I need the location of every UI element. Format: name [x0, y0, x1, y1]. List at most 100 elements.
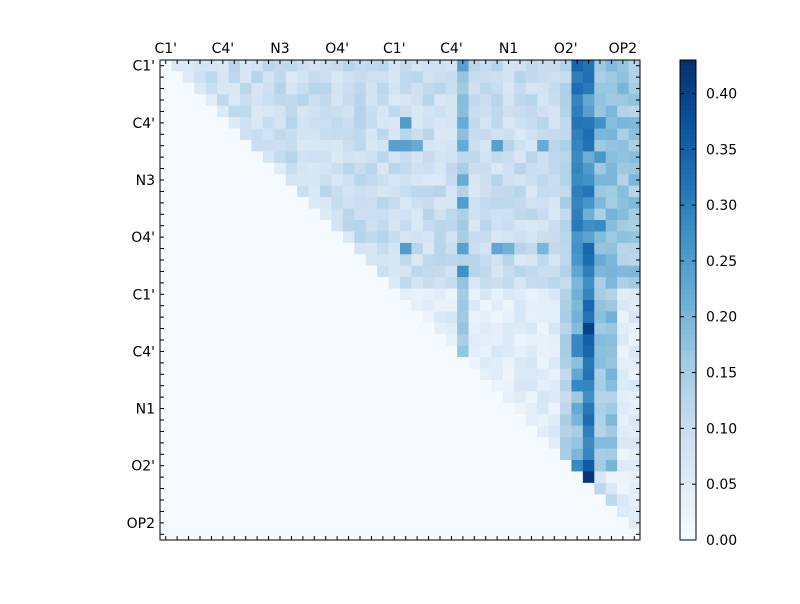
heatmap-cell	[582, 471, 595, 484]
heatmap-cell	[388, 162, 401, 175]
colorbar-gradient-step	[680, 515, 696, 521]
heatmap-cell	[560, 448, 572, 461]
heatmap-cell	[331, 82, 344, 95]
heatmap-cell	[514, 140, 527, 152]
heatmap-cell	[331, 414, 344, 427]
heatmap-cell	[285, 380, 298, 392]
heatmap-cell	[445, 197, 458, 209]
heatmap-cell	[320, 94, 332, 107]
heatmap-cell	[480, 345, 492, 358]
heatmap-cell	[160, 231, 172, 244]
heatmap-cell	[571, 300, 584, 312]
heatmap-cell	[171, 380, 184, 392]
heatmap-cell	[434, 528, 447, 541]
x-tick-label: C1'	[383, 41, 406, 57]
heatmap-cell	[502, 345, 515, 358]
heatmap-cell	[274, 391, 287, 404]
heatmap-cell	[445, 494, 458, 507]
heatmap-cell	[262, 471, 275, 484]
heatmap-cell	[525, 208, 538, 221]
heatmap-cell	[525, 82, 538, 95]
heatmap-cell	[571, 311, 584, 324]
heatmap-cell	[628, 482, 641, 495]
heatmap-cell	[491, 345, 504, 358]
heatmap-cell	[525, 402, 538, 415]
heatmap-cell	[262, 231, 275, 244]
heatmap-cell	[285, 528, 298, 541]
heatmap-cell	[171, 162, 184, 175]
heatmap-cell	[457, 71, 469, 84]
heatmap-cell	[342, 334, 355, 347]
heatmap-cell	[285, 105, 298, 118]
heatmap-cell	[571, 185, 584, 198]
heatmap-cell	[331, 265, 344, 278]
heatmap-cell	[537, 185, 549, 198]
heatmap-cell	[194, 105, 207, 118]
heatmap-cell	[194, 368, 207, 381]
heatmap-cell	[525, 517, 538, 529]
heatmap-cell	[217, 414, 229, 427]
heatmap-cell	[628, 517, 641, 529]
heatmap-cell	[628, 528, 641, 541]
heatmap-cell	[285, 242, 298, 255]
heatmap-cell	[422, 105, 435, 118]
heatmap-cell	[571, 265, 584, 278]
heatmap-cell	[297, 162, 309, 175]
heatmap-cell	[205, 151, 218, 164]
heatmap-cell	[308, 391, 321, 404]
heatmap-cell	[617, 528, 629, 541]
heatmap-cell	[605, 220, 618, 232]
heatmap-cell	[320, 162, 332, 175]
heatmap-cell	[217, 391, 229, 404]
heatmap-cell	[537, 414, 549, 427]
heatmap-cell	[217, 151, 229, 164]
heatmap-cell	[308, 242, 321, 255]
heatmap-cell	[445, 231, 458, 244]
heatmap-cell	[468, 151, 481, 164]
heatmap-cell	[594, 505, 607, 518]
heatmap-cell	[537, 460, 549, 472]
heatmap-cell	[297, 265, 309, 278]
heatmap-cell	[205, 368, 218, 381]
heatmap-cell	[548, 60, 561, 72]
heatmap-cell	[240, 391, 252, 404]
heatmap-cell	[422, 174, 435, 187]
heatmap-cell	[548, 71, 561, 84]
colorbar-gradient-step	[680, 180, 696, 186]
heatmap-cell	[377, 414, 389, 427]
heatmap-cell	[331, 162, 344, 175]
heatmap-cell	[217, 288, 229, 301]
heatmap-cell	[594, 277, 607, 289]
heatmap-cell	[377, 460, 389, 472]
heatmap-cell	[582, 117, 595, 129]
heatmap-cell	[194, 71, 207, 84]
heatmap-cell	[480, 231, 492, 244]
heatmap-cell	[434, 208, 447, 221]
heatmap-cell	[582, 105, 595, 118]
heatmap-cell	[582, 391, 595, 404]
heatmap-cell	[411, 334, 424, 347]
heatmap-cell	[240, 437, 252, 449]
heatmap-cell	[525, 482, 538, 495]
heatmap-cell	[205, 117, 218, 129]
heatmap-cell	[240, 322, 252, 335]
heatmap-cell	[594, 425, 607, 438]
heatmap-cell	[182, 265, 195, 278]
heatmap-cell	[628, 311, 641, 324]
heatmap-cell	[194, 220, 207, 232]
heatmap-cell	[525, 174, 538, 187]
heatmap-cell	[468, 185, 481, 198]
heatmap-cell	[560, 254, 572, 267]
heatmap-cell	[617, 460, 629, 472]
heatmap-cell	[411, 448, 424, 461]
heatmap-cell	[422, 460, 435, 472]
heatmap-cell	[628, 402, 641, 415]
heatmap-cell	[262, 505, 275, 518]
heatmap-cell	[537, 448, 549, 461]
heatmap-cell	[548, 140, 561, 152]
heatmap-cell	[582, 185, 595, 198]
heatmap-cell	[388, 208, 401, 221]
heatmap-cell	[537, 117, 549, 129]
heatmap-cell	[411, 311, 424, 324]
heatmap-cell	[354, 82, 367, 95]
